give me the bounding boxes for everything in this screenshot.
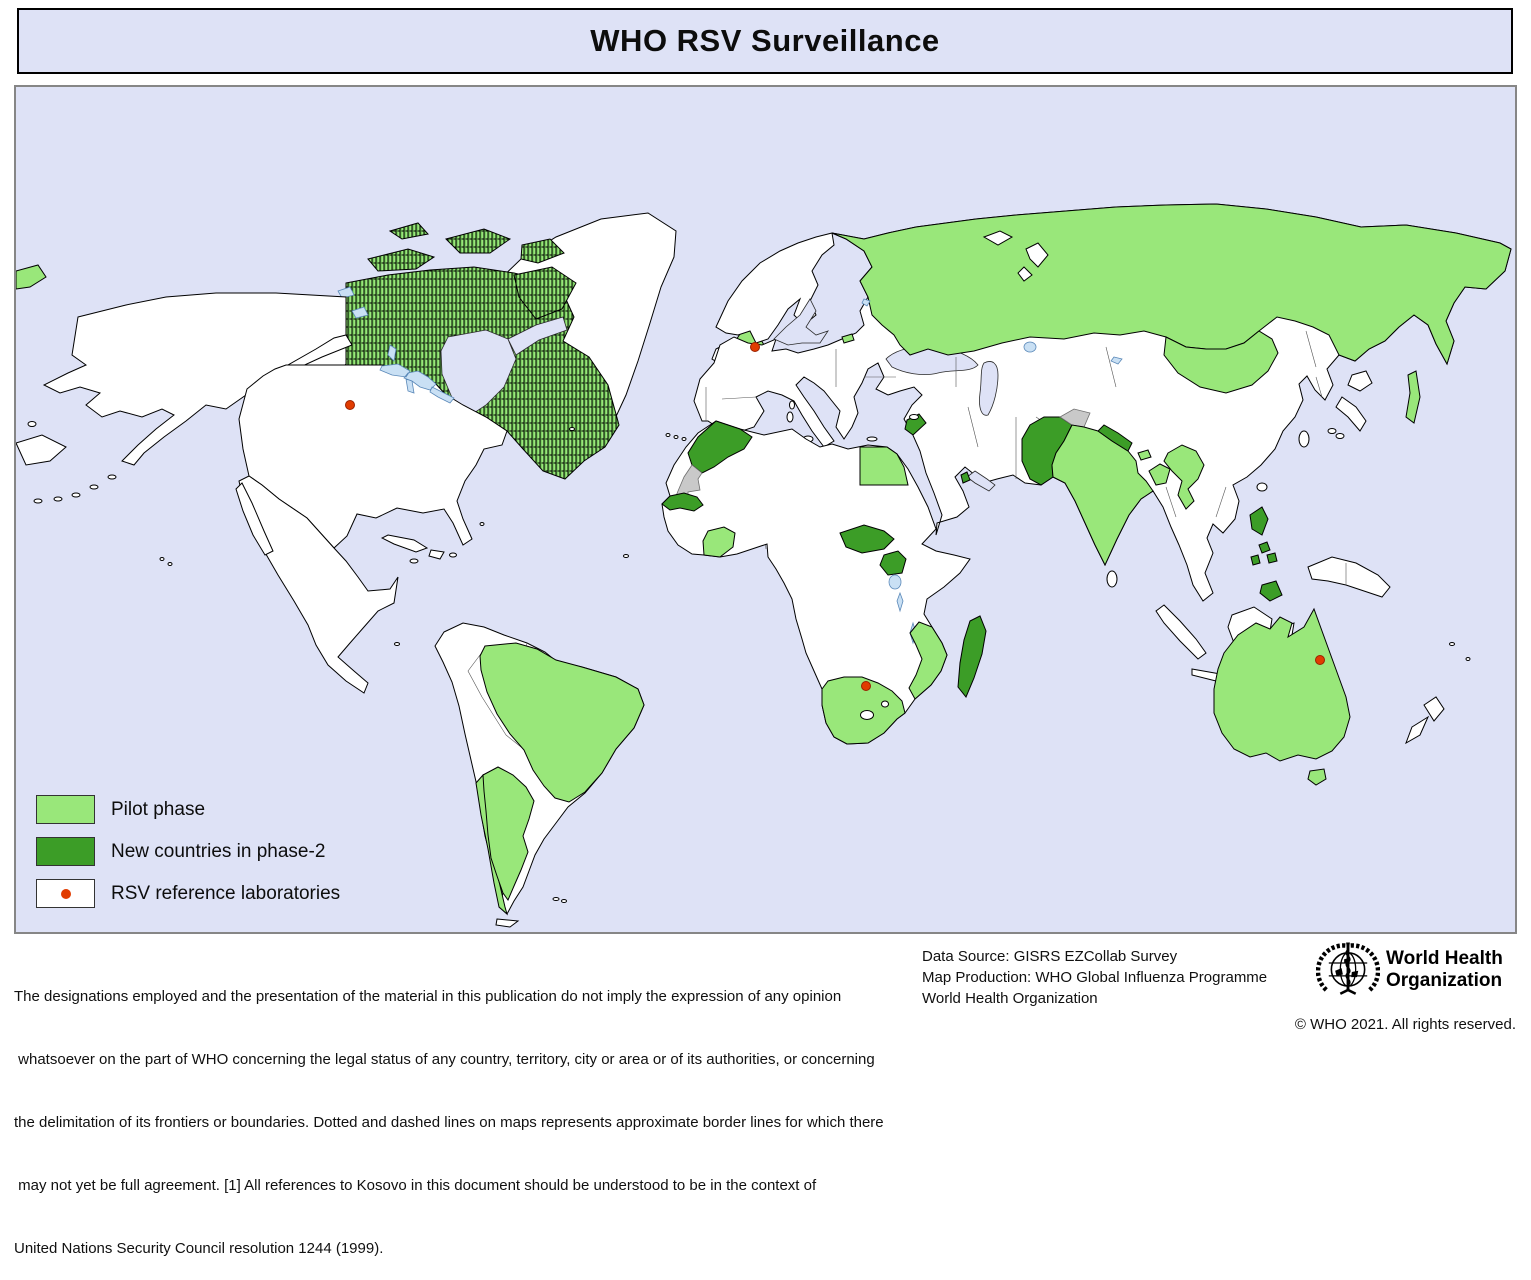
legend-label: RSV reference laboratories	[111, 882, 341, 904]
country-mexico-central-america	[238, 475, 399, 694]
rsv-lab-dot-uk	[750, 342, 760, 352]
disclaimer-line: whatsoever on the part of WHO concerning…	[14, 1051, 875, 1068]
country-thailand	[1163, 444, 1205, 510]
country-philippines-group	[1249, 506, 1283, 602]
legend-item-reference-labs: RSV reference laboratories	[36, 879, 340, 908]
disclaimer-line: United Nations Security Council resoluti…	[14, 1240, 384, 1257]
country-mozambique	[908, 621, 948, 700]
rsv-lab-dot-south-africa	[861, 681, 871, 691]
tasmania	[1307, 768, 1327, 786]
arctic-islands-eurasia	[982, 230, 1049, 282]
sakhalin	[1405, 370, 1421, 424]
who-logo-line1: World Health	[1386, 948, 1503, 969]
copyright-text: © WHO 2021. All rights reserved.	[1294, 1016, 1516, 1033]
legend-label: Pilot phase	[111, 798, 206, 820]
reference-lab-swatch	[36, 879, 95, 908]
sri-lanka	[1106, 570, 1118, 588]
country-brazil	[479, 642, 645, 803]
aleutian-islands	[27, 421, 117, 504]
country-nepal	[1097, 424, 1133, 452]
taiwan	[1298, 430, 1310, 448]
title-bar: WHO RSV Surveillance	[17, 8, 1513, 74]
kashmir-disputed	[1059, 408, 1091, 428]
rsv-lab-dot-usa	[345, 400, 355, 410]
baja-california	[235, 482, 274, 556]
canary-islands	[665, 433, 687, 441]
country-egypt	[859, 446, 909, 486]
country-uganda	[879, 550, 907, 576]
who-logo-text: World Health Organization	[1386, 948, 1503, 992]
lake-victoria	[888, 574, 902, 590]
country-madagascar	[957, 615, 987, 698]
country-cote-divoire	[702, 526, 736, 558]
world-map	[16, 203, 1512, 928]
caspian-sea	[979, 361, 999, 416]
tierra-del-fuego	[495, 918, 520, 928]
country-russia	[831, 203, 1512, 366]
page-title: WHO RSV Surveillance	[590, 23, 940, 58]
baltic-sea	[773, 298, 829, 346]
disclaimer-line: the delimitation of its frontiers or bou…	[14, 1114, 884, 1131]
organization-line: World Health Organization	[922, 990, 1098, 1007]
new-zealand	[1405, 696, 1445, 745]
country-kaliningrad	[841, 333, 855, 344]
country-central-african-republic	[839, 524, 895, 554]
aral-sea	[1023, 341, 1037, 353]
country-mongolia	[1163, 330, 1279, 394]
border-south-america	[467, 642, 528, 752]
hainan	[1256, 482, 1268, 492]
disclaimer-text: The designations employed and the presen…	[14, 944, 914, 1280]
india-northeast-arm	[1148, 463, 1171, 486]
world-map-panel: Pilot phase New countries in phase-2 RSV…	[14, 85, 1517, 934]
canada-arctic-islands	[367, 222, 577, 320]
eswatini	[881, 700, 889, 708]
legend-item-pilot-phase: Pilot phase	[36, 795, 340, 824]
lesotho	[860, 710, 874, 720]
great-lakes	[379, 363, 455, 404]
caribbean-islands	[380, 534, 457, 564]
country-morocco	[687, 420, 753, 474]
reference-lab-dot-icon	[60, 888, 71, 899]
data-source-block: Data Source: GISRS EZCollab Survey Map P…	[922, 946, 1292, 1009]
japan	[1327, 370, 1373, 439]
country-qatar	[960, 471, 971, 484]
who-logo-line2: Organization	[1386, 970, 1503, 991]
country-russia-wrap-west	[16, 264, 47, 290]
lake-great-bear	[337, 286, 397, 362]
country-argentina	[482, 766, 535, 902]
atlantic-pacific-islets	[159, 427, 1471, 903]
country-senegal	[661, 492, 704, 512]
legend-item-phase2: New countries in phase-2	[36, 837, 340, 866]
country-australia	[1213, 607, 1351, 762]
new-guinea	[1307, 556, 1391, 598]
rsv-lab-dot-australia	[1315, 655, 1325, 665]
country-bhutan	[1137, 449, 1152, 461]
map-production-line: Map Production: WHO Global Influenza Pro…	[922, 969, 1268, 986]
pilot-phase-swatch	[36, 795, 95, 824]
map-legend: Pilot phase New countries in phase-2 RSV…	[36, 795, 340, 921]
disclaimer-line: may not yet be full agreement. [1] All r…	[14, 1177, 817, 1194]
chukotka-white-sliver	[16, 434, 67, 466]
hudson-bay	[440, 316, 568, 418]
disclaimer-line: The designations employed and the presen…	[14, 988, 842, 1005]
scandinavia	[715, 232, 835, 344]
phase2-swatch	[36, 837, 95, 866]
who-logo-icon	[1316, 942, 1380, 995]
country-alaska	[42, 292, 347, 466]
legend-label: New countries in phase-2	[111, 840, 326, 862]
country-south-africa	[821, 676, 906, 745]
data-source-line: Data Source: GISRS EZCollab Survey	[922, 948, 1178, 965]
mediterranean-islands	[786, 400, 919, 443]
country-usa	[238, 364, 508, 549]
